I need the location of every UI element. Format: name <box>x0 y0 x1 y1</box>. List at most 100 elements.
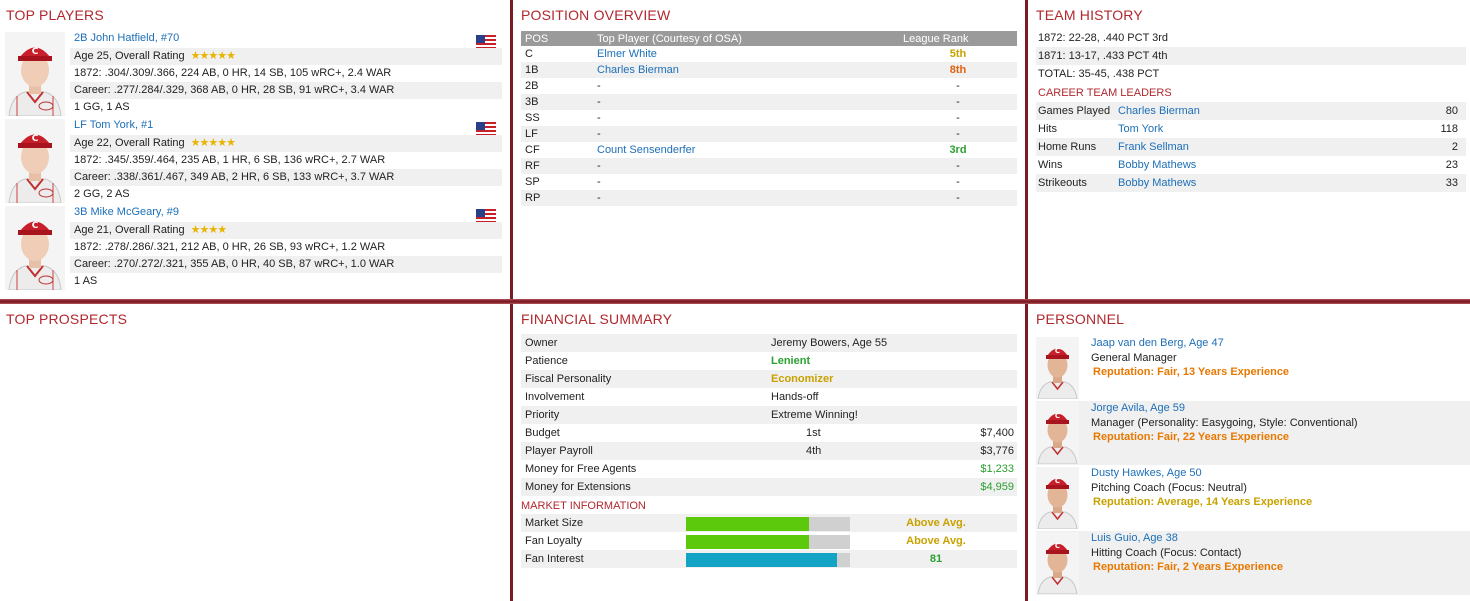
staff-role: Pitching Coach (Focus: Neutral) <box>1091 482 1247 494</box>
finance-label: Involvement <box>525 391 585 403</box>
finance-label: Priority <box>525 409 560 421</box>
leader-name-link[interactable]: Bobby Mathews <box>1118 159 1197 171</box>
column-header-pos[interactable]: POS <box>521 31 593 46</box>
staff-card[interactable]: Jorge Avila, Age 59 Manager (Personality… <box>1036 401 1470 465</box>
leader-stat: Hits <box>1038 123 1057 135</box>
market-bar-fill <box>686 553 837 567</box>
market-row: Market Size Above Avg. <box>521 514 1017 532</box>
staff-portrait-icon[interactable] <box>1036 467 1079 529</box>
leader-name-link[interactable]: Bobby Mathews <box>1118 177 1197 189</box>
table-row: 3B - - <box>521 94 1017 110</box>
player-career-stats: Career: .270/.272/.321, 355 AB, 0 HR, 40… <box>70 256 502 273</box>
staff-portrait-icon[interactable] <box>1036 532 1079 594</box>
top-players-panel: TOP PLAYERS 2B John Hatfield, #70 Age 25… <box>0 0 510 299</box>
staff-portrait-icon[interactable] <box>1036 402 1079 464</box>
table-row: 1B Charles Bierman 8th <box>521 62 1017 78</box>
career-leaders-title: CAREER TEAM LEADERS <box>1038 87 1172 99</box>
column-header-player[interactable]: Top Player (Courtesy of OSA) <box>593 31 899 46</box>
leader-row: Wins Bobby Mathews 23 <box>1036 156 1466 174</box>
market-value: 81 <box>929 553 943 565</box>
leader-stat: Wins <box>1038 159 1063 171</box>
staff-name-link[interactable]: Jorge Avila, Age 59 <box>1091 402 1185 414</box>
player-name-link[interactable]: LF Tom York, #1 <box>74 119 154 131</box>
usa-flag-icon <box>476 35 496 49</box>
player-portrait-icon[interactable] <box>5 32 65 116</box>
player-age-rating: Age 25, Overall Rating <box>74 50 185 62</box>
finance-label: Owner <box>525 337 558 349</box>
table-row: 2B - - <box>521 78 1017 94</box>
player-link[interactable]: Elmer White <box>597 48 657 60</box>
usa-flag-icon <box>476 122 496 136</box>
finance-value: $7,400 <box>980 427 1014 439</box>
staff-card[interactable]: Jaap van den Berg, Age 47 General Manage… <box>1036 336 1470 400</box>
finance-row-fiscal: Fiscal Personality Economizer <box>521 370 1017 388</box>
table-row: RP - - <box>521 190 1017 206</box>
player-link[interactable]: Charles Bierman <box>597 64 679 76</box>
player-portrait-icon[interactable] <box>5 119 65 203</box>
staff-name-link[interactable]: Jaap van den Berg, Age 47 <box>1091 337 1224 349</box>
total-record: TOTAL: 35-45, .438 PCT <box>1038 68 1160 80</box>
staff-portrait-icon[interactable] <box>1036 337 1079 399</box>
rank-cell: - <box>899 126 1017 142</box>
season-record: 1871: 13-17, .433 PCT 4th <box>1036 47 1466 65</box>
finance-row-involvement: Involvement Hands-off <box>521 388 1017 406</box>
player-awards: 2 GG, 2 AS <box>74 188 130 200</box>
player-cell: - <box>597 112 601 124</box>
panel-title: TOP PROSPECTS <box>6 311 128 327</box>
market-info-title-text: MARKET INFORMATION <box>521 500 646 512</box>
player-age-rating: Age 22, Overall Rating <box>74 137 185 149</box>
player-cell: - <box>593 190 899 206</box>
position-overview-panel: POSITION OVERVIEW <box>513 0 1025 299</box>
finance-row-owner: Owner Jeremy Bowers, Age 55 <box>521 334 1017 352</box>
market-value: Above Avg. <box>906 535 966 547</box>
leader-name-link[interactable]: Frank Sellman <box>1118 141 1189 153</box>
rank-cell: - <box>899 94 1017 110</box>
player-name-link[interactable]: 2B John Hatfield, #70 <box>74 32 180 44</box>
table-row: SS - - <box>521 110 1017 126</box>
finance-value: Hands-off <box>771 391 819 403</box>
table-row: CF Count Sensenderfer 3rd <box>521 142 1017 158</box>
leader-row: Hits Tom York 118 <box>1036 120 1466 138</box>
finance-row-budget: Budget 1st $7,400 <box>521 424 1017 442</box>
market-row: Fan Loyalty Above Avg. <box>521 532 1017 550</box>
player-season-stats: 1872: .278/.286/.321, 212 AB, 0 HR, 26 S… <box>74 241 386 253</box>
finance-row-payroll: Player Payroll 4th $3,776 <box>521 442 1017 460</box>
position-cell: SS <box>525 112 540 124</box>
leader-name-link[interactable]: Tom York <box>1118 123 1164 135</box>
player-card[interactable]: 2B John Hatfield, #70 Age 25, Overall Ra… <box>0 30 510 117</box>
rank-cell: - <box>956 80 960 92</box>
rank-cell: 3rd <box>949 144 967 156</box>
rank-cell: - <box>899 190 1017 206</box>
staff-name-link[interactable]: Luis Guio, Age 38 <box>1091 532 1178 544</box>
player-name-link[interactable]: 3B Mike McGeary, #9 <box>74 206 179 218</box>
finance-row-patience: Patience Lenient <box>521 352 1017 370</box>
player-portrait-icon[interactable] <box>5 206 65 290</box>
leader-value: 2 <box>1451 141 1458 153</box>
player-cell: - <box>597 176 601 188</box>
player-link[interactable]: Count Sensenderfer <box>597 144 696 156</box>
position-cell: CF <box>525 144 540 156</box>
rank-cell: - <box>956 176 960 188</box>
player-career-stats: Career: .277/.284/.329, 368 AB, 0 HR, 28… <box>70 82 502 99</box>
leader-name-link[interactable]: Charles Bierman <box>1118 105 1200 117</box>
position-table: POS Top Player (Courtesy of OSA) League … <box>521 31 1017 206</box>
player-season-stats: 1872: .304/.309/.366, 224 AB, 0 HR, 14 S… <box>74 67 392 79</box>
player-card[interactable]: LF Tom York, #1 Age 22, Overall Rating ★★… <box>0 117 510 204</box>
leader-value: 118 <box>1440 123 1458 135</box>
player-cell: - <box>593 94 899 110</box>
market-bar <box>686 535 850 549</box>
staff-name-link[interactable]: Dusty Hawkes, Age 50 <box>1091 467 1202 479</box>
finance-value: $1,233 <box>980 463 1014 475</box>
player-awards: 1 GG, 1 AS <box>74 101 130 113</box>
column-header-rank[interactable]: League Rank <box>899 31 1017 46</box>
staff-card[interactable]: Dusty Hawkes, Age 50 Pitching Coach (Foc… <box>1036 466 1470 530</box>
staff-card[interactable]: Luis Guio, Age 38 Hitting Coach (Focus: … <box>1036 531 1470 595</box>
finance-row-free-agents: Money for Free Agents $1,233 <box>521 460 1017 478</box>
finance-value: $3,776 <box>980 445 1014 457</box>
position-cell: 1B <box>521 62 593 78</box>
finance-label: Budget <box>525 427 560 439</box>
position-cell: RP <box>521 190 593 206</box>
player-card[interactable]: 3B Mike McGeary, #9 Age 21, Overall Rati… <box>0 204 510 291</box>
panel-title: TOP PLAYERS <box>6 7 104 23</box>
leader-stat: Home Runs <box>1038 141 1097 153</box>
